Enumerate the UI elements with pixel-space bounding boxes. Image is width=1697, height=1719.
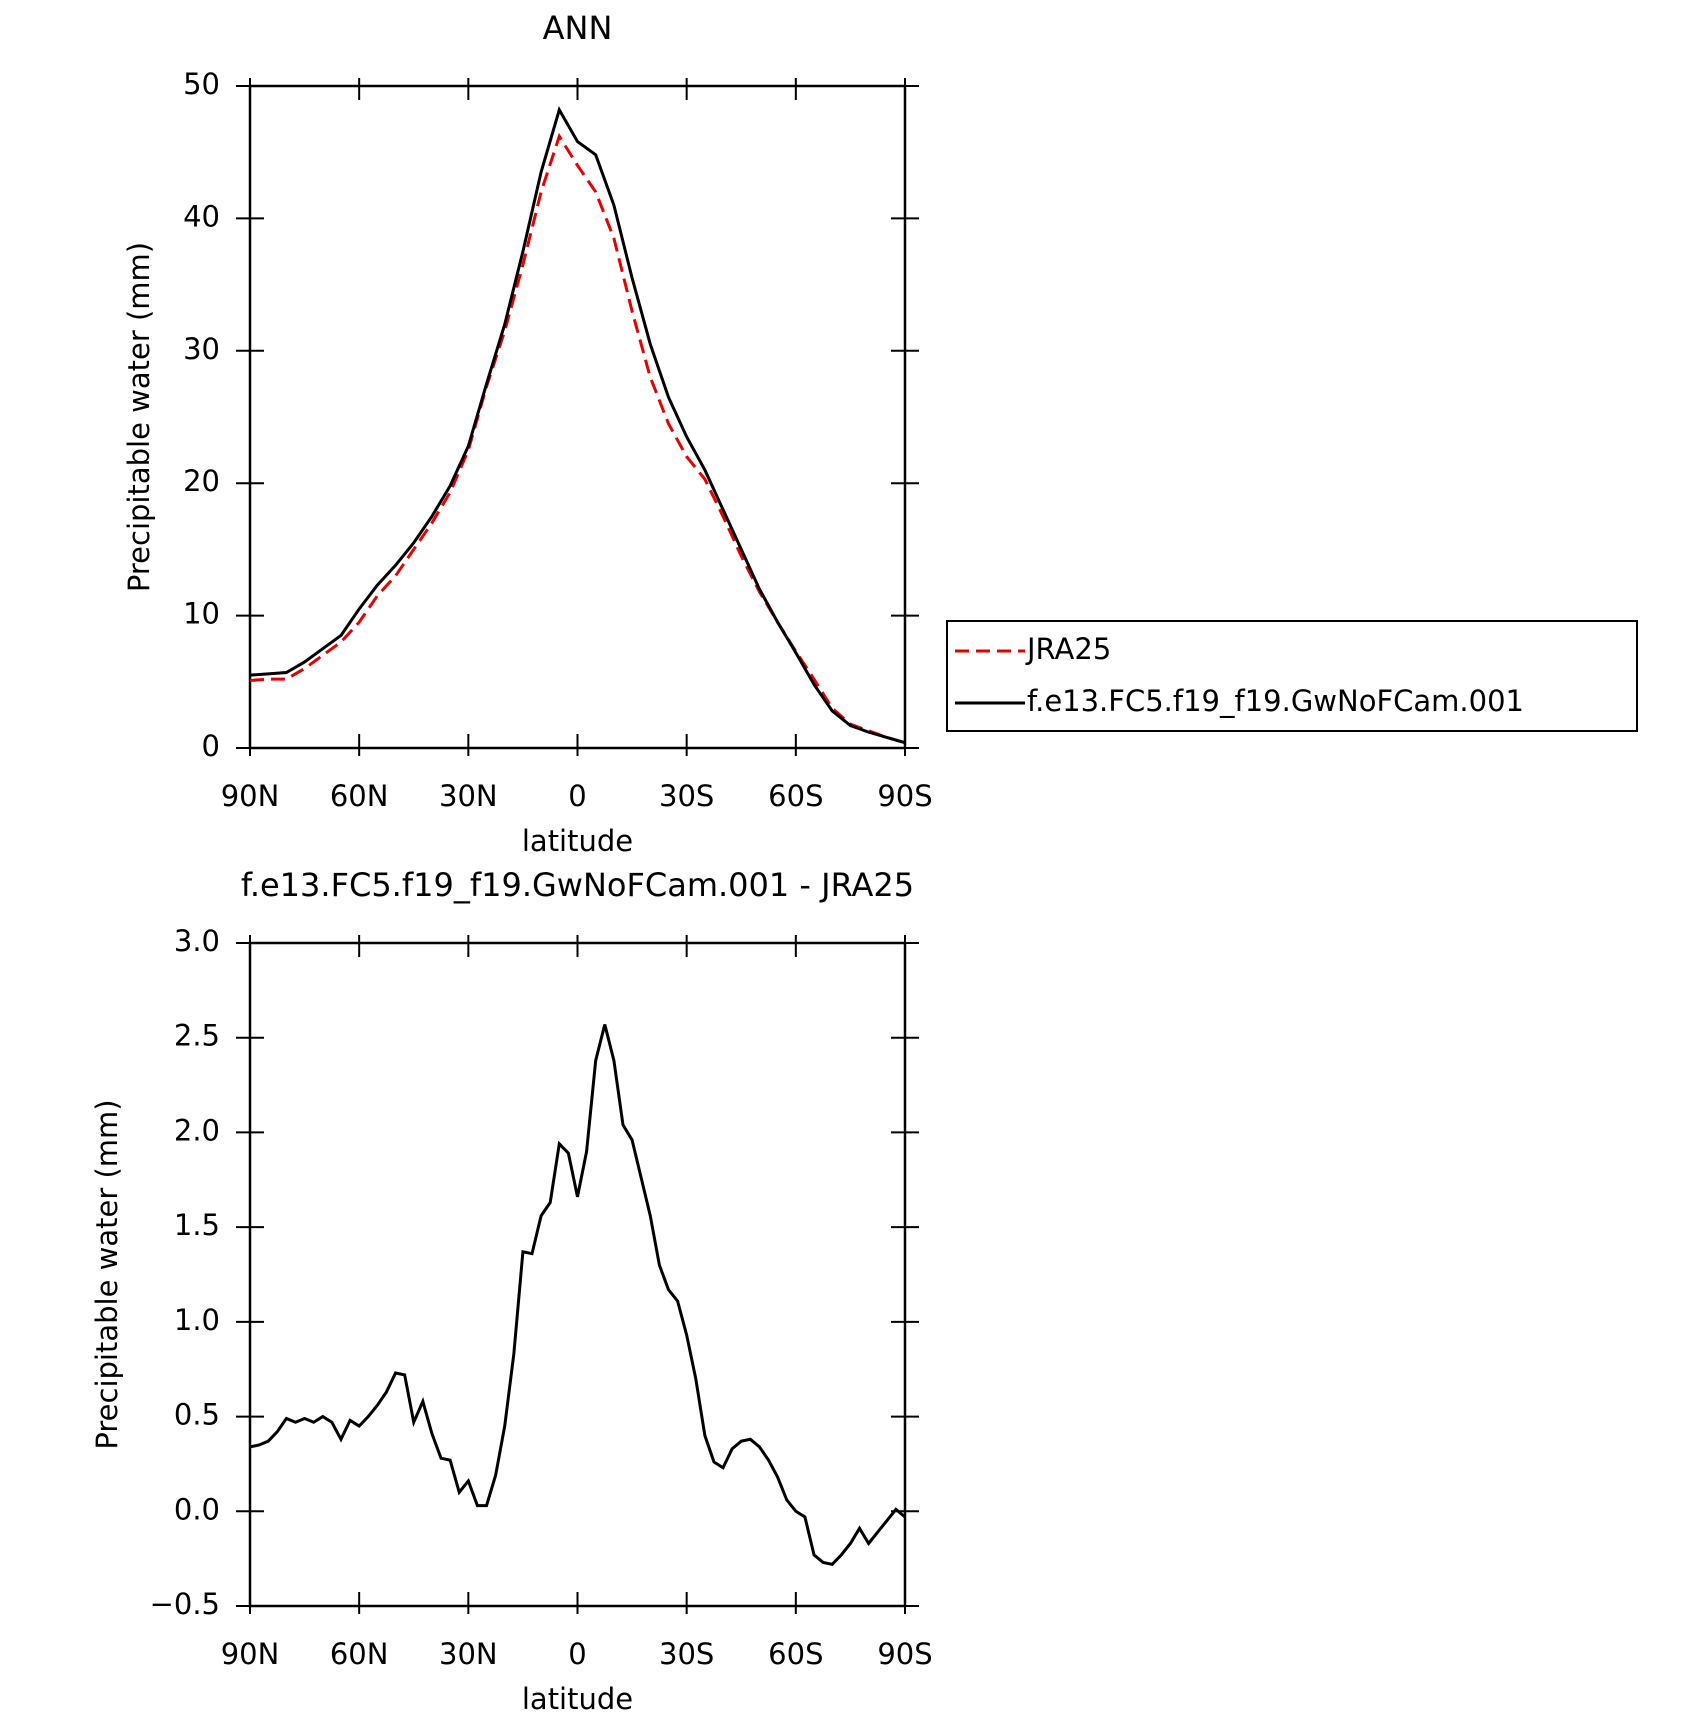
- legend-label: JRA25: [1025, 632, 1111, 666]
- data-line: [249, 132, 906, 745]
- x-axis-label: latitude: [522, 1682, 633, 1716]
- y-tick-label: 0: [202, 729, 220, 763]
- plot-frame: [248, 941, 907, 1608]
- y-tick-label: −0.5: [150, 1587, 220, 1621]
- y-tick-label: 20: [183, 464, 220, 498]
- y-tick-label: 2.5: [174, 1019, 220, 1053]
- y-tick-label: 0.5: [174, 1398, 220, 1432]
- y-tick-label: 50: [183, 67, 220, 101]
- y-tick-label: 2.0: [174, 1113, 220, 1147]
- legend-label: f.e13.FC5.f19_f19.GwNoFCam.001: [1027, 684, 1524, 718]
- chart-title: f.e13.FC5.f19_f19.GwNoFCam.001 - JRA25: [241, 866, 914, 904]
- x-tick-label: 30S: [659, 1637, 714, 1671]
- x-tick-label: 30N: [439, 779, 498, 813]
- plot-frame: [248, 84, 907, 750]
- y-axis-label: Precipitable water (mm): [90, 1099, 124, 1449]
- y-tick-label: 1.5: [174, 1208, 220, 1242]
- data-line: [249, 1024, 906, 1566]
- x-tick-label: 90N: [221, 779, 280, 813]
- x-tick-label: 60S: [768, 779, 823, 813]
- y-axis-label: Precipitable water (mm): [122, 242, 156, 592]
- x-tick-label: 90S: [877, 1637, 932, 1671]
- y-tick-label: 3.0: [174, 924, 220, 958]
- x-tick-label: 90N: [221, 1637, 280, 1671]
- x-tick-label: 0: [568, 779, 586, 813]
- x-tick-label: 60N: [330, 779, 389, 813]
- chart-title: ANN: [543, 9, 613, 47]
- x-tick-label: 60S: [768, 1637, 823, 1671]
- y-tick-label: 0.0: [174, 1492, 220, 1526]
- data-line: [249, 106, 906, 745]
- x-tick-label: 60N: [330, 1637, 389, 1671]
- x-tick-label: 30S: [659, 779, 714, 813]
- y-tick-label: 40: [183, 199, 220, 233]
- x-tick-label: 90S: [877, 779, 932, 813]
- x-tick-label: 30N: [439, 1637, 498, 1671]
- y-tick-label: 30: [183, 332, 220, 366]
- legend-box: [946, 620, 1638, 732]
- y-tick-label: 1.0: [174, 1303, 220, 1337]
- x-axis-label: latitude: [522, 824, 633, 858]
- x-tick-label: 0: [568, 1637, 586, 1671]
- y-tick-label: 10: [183, 597, 220, 631]
